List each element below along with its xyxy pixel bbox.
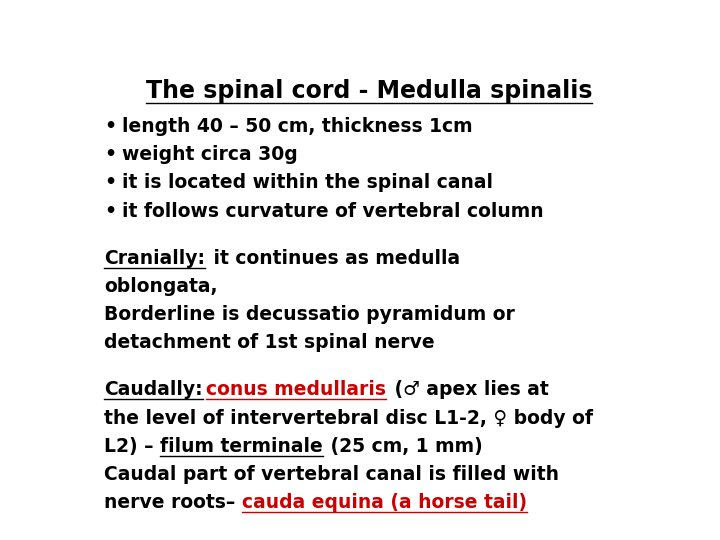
- Text: oblongata,: oblongata,: [104, 277, 217, 296]
- Text: it is located within the spinal canal: it is located within the spinal canal: [122, 173, 493, 192]
- Text: •: •: [104, 117, 116, 136]
- Text: weight circa 30g: weight circa 30g: [122, 145, 298, 164]
- Text: the level of intervertebral disc L1-2, ♀ body of: the level of intervertebral disc L1-2, ♀…: [104, 409, 593, 428]
- Text: (♂ apex lies at: (♂ apex lies at: [387, 380, 549, 400]
- Text: Borderline is decussatio pyramidum or: Borderline is decussatio pyramidum or: [104, 305, 515, 324]
- Text: •: •: [104, 173, 116, 192]
- Text: L2) –: L2) –: [104, 437, 160, 456]
- Text: (25 cm, 1 mm): (25 cm, 1 mm): [325, 437, 483, 456]
- Text: Caudally:: Caudally:: [104, 380, 202, 400]
- Text: conus medullaris: conus medullaris: [206, 380, 386, 400]
- Text: cauda equina (a horse tail): cauda equina (a horse tail): [242, 494, 527, 512]
- Text: •: •: [104, 145, 116, 164]
- Text: •: •: [104, 201, 116, 221]
- Text: detachment of 1st spinal nerve: detachment of 1st spinal nerve: [104, 333, 435, 353]
- Text: it follows curvature of vertebral column: it follows curvature of vertebral column: [122, 201, 544, 221]
- Text: filum terminale: filum terminale: [160, 437, 323, 456]
- Text: it continues as medulla: it continues as medulla: [207, 248, 460, 268]
- Text: The spinal cord - Medulla spinalis: The spinal cord - Medulla spinalis: [145, 79, 593, 103]
- Text: Cranially:: Cranially:: [104, 248, 205, 268]
- Text: length 40 – 50 cm, thickness 1cm: length 40 – 50 cm, thickness 1cm: [122, 117, 473, 136]
- Text: Caudal part of vertebral canal is filled with: Caudal part of vertebral canal is filled…: [104, 465, 559, 484]
- Text: nerve roots–: nerve roots–: [104, 494, 242, 512]
